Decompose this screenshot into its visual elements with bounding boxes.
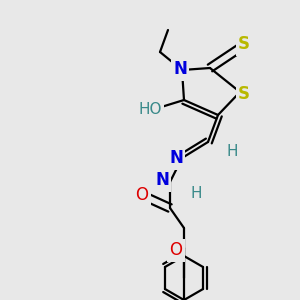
Text: N: N [155, 171, 169, 189]
Text: S: S [238, 85, 250, 103]
Text: H: H [226, 145, 238, 160]
Text: HO: HO [138, 103, 162, 118]
Text: N: N [173, 60, 187, 78]
Text: N: N [169, 149, 183, 167]
Text: S: S [238, 35, 250, 53]
Text: O: O [169, 241, 182, 259]
Text: O: O [136, 186, 148, 204]
Text: H: H [190, 187, 202, 202]
